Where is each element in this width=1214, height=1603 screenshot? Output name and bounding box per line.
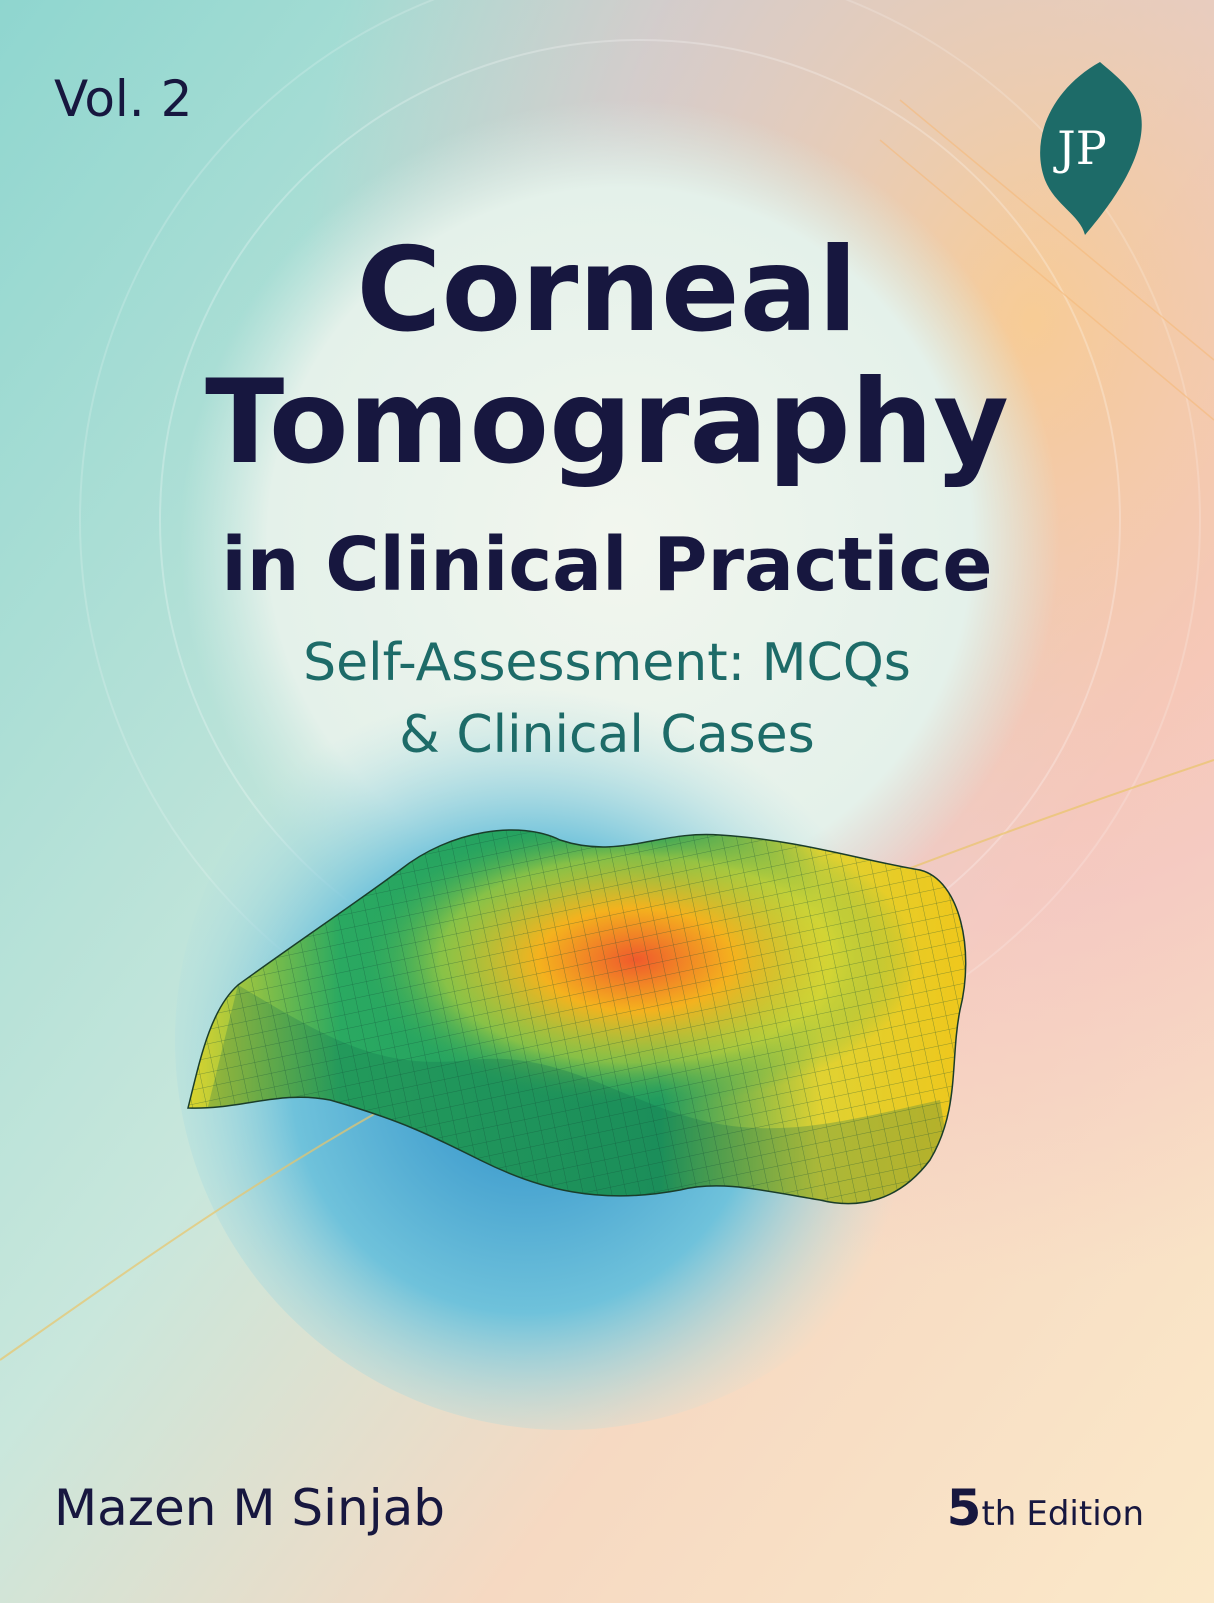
title-line: Corneal bbox=[356, 223, 857, 358]
subtitle-line: & Clinical Cases bbox=[399, 705, 814, 765]
edition-word: Edition bbox=[1026, 1494, 1144, 1534]
volume: Vol. 2 bbox=[54, 70, 192, 128]
edition-number: 5 bbox=[947, 1479, 982, 1537]
edition: 5th Edition bbox=[947, 1479, 1144, 1537]
title-line: in Clinical Practice bbox=[221, 522, 992, 608]
author: Mazen M Sinjab bbox=[54, 1479, 445, 1537]
logo-text: JP bbox=[1053, 121, 1106, 175]
accent-line bbox=[879, 99, 1214, 421]
title-line: Tomography bbox=[205, 355, 1009, 490]
edition-suffix: th bbox=[981, 1494, 1016, 1534]
subtitle-line: Self-Assessment: MCQs bbox=[303, 633, 911, 693]
publisher-logo: JP bbox=[1040, 62, 1142, 235]
